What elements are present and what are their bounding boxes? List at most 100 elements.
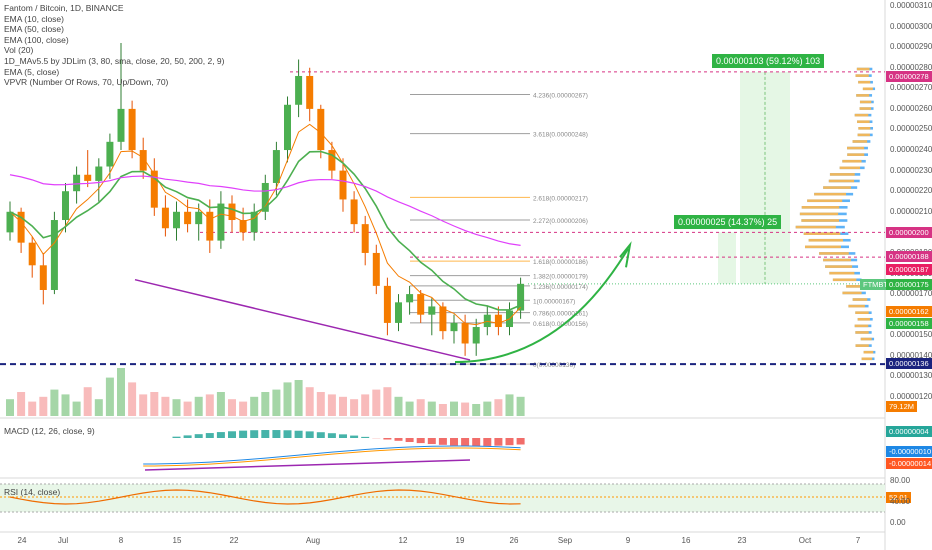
rsi-tick-label: 40.00 [890,497,910,506]
vpvr-down [847,147,864,150]
candle-body [328,150,335,171]
vpvr-down [842,160,861,163]
macd-bar [306,431,314,438]
candle-body [462,323,469,344]
macd-bar [284,430,292,438]
volume-bar [439,404,447,416]
candle-body [273,150,280,183]
candle-body [129,109,136,150]
volume-bar [239,402,247,416]
vpvr-down [829,272,854,275]
time-tick-label: 9 [626,536,630,545]
price-tick-label: 0.00000230 [890,166,932,175]
volume-bar [339,397,347,416]
volume-bar [417,399,425,416]
macd-value-label: -0.00000010 [886,446,932,457]
vpvr-down [862,357,873,360]
price-tick-label: 0.00000250 [890,124,932,133]
macd-bar [506,438,514,445]
volume-bar [150,392,158,416]
vpvr-down [801,219,839,222]
price-label: 0.00000175 [886,279,932,290]
candle-body [306,76,313,109]
volume-bar [173,399,181,416]
legend-ema5[interactable]: EMA (5, close) [4,67,224,78]
volume-bar [50,390,58,416]
legend-vpvr[interactable]: VPVR (Number Of Rows, 70, Up/Down, 70) [4,77,224,88]
legend-vol[interactable]: Vol (20) [4,45,224,56]
time-tick-label: 26 [510,536,519,545]
vpvr-down [855,114,869,117]
candle-body [40,265,47,290]
vpvr-down [842,292,861,295]
macd-bar [461,438,469,446]
macd-bar [494,438,502,446]
volume-bar [117,368,125,416]
vpvr-down [819,252,849,255]
volume-bar [361,394,369,416]
volume-bar [28,402,36,416]
candle-body [217,204,224,241]
legend-symbol[interactable]: Fantom / Bitcoin, 1D, BINANCE [4,3,224,14]
legend-mav[interactable]: 1D_MAv5.5 by JDLim (3, 80, sma, close, 2… [4,56,224,67]
volume-bar [6,399,14,416]
legend-ema10[interactable]: EMA (10, close) [4,14,224,25]
vpvr-down [805,246,841,249]
price-label: 0.00000162 [886,306,932,317]
volume-bar [306,387,314,416]
time-tick-label: Aug [306,536,320,545]
price-tick-label: 0.00000260 [890,104,932,113]
time-tick-label: Sep [558,536,572,545]
macd-bar [195,434,203,438]
rsi-label[interactable]: RSI (14, close) [4,487,60,497]
legend-ema100[interactable]: EMA (100, close) [4,35,224,46]
volume-bar [406,402,414,416]
time-tick-label: 19 [456,536,465,545]
candle-body [417,294,424,315]
vpvr-down [855,74,868,77]
candle-body [62,191,69,220]
candle-body [206,212,213,241]
vpvr-down [825,265,852,268]
fib-level-label: 3.618(0.00000248) [533,132,588,139]
candle-body [251,212,258,233]
fib-level-label: 1.618(0.00000186) [533,259,588,266]
candle-body [406,294,413,302]
vpvr-down [855,325,869,328]
candle-body [140,150,147,171]
vpvr-down [857,68,870,71]
macd-bar [184,435,192,438]
macd-bar [328,433,336,438]
volume-bar [95,399,103,416]
macd-bar [517,438,525,445]
price-tick-label: 0.00000170 [890,289,932,298]
candle-body [84,175,91,181]
macd-bar [417,438,425,443]
volume-bar [184,402,192,416]
price-tick-label: 0.00000300 [890,22,932,31]
vpvr-down [823,186,851,189]
vpvr-down [853,140,868,143]
price-tick-label: 0.00000150 [890,330,932,339]
candle-body [451,323,458,331]
candle-body [73,175,80,191]
macd-label[interactable]: MACD (12, 26, close, 9) [4,426,95,436]
time-tick-label: 23 [738,536,747,545]
vpvr-down [858,318,870,321]
candle-body [184,212,191,224]
vpvr-down [860,101,871,104]
vpvr-down [796,226,836,229]
volume-bar [106,378,114,416]
volume-bar [161,397,169,416]
price-tick-label: 0.00000130 [890,371,932,380]
price-label: 0.00000136 [886,358,932,369]
candle-body [340,171,347,200]
candle-body [351,199,358,224]
volume-bar [295,380,303,416]
vpvr-down [840,167,860,170]
macd-bar [406,438,414,442]
macd-bar [439,438,447,445]
candle-body [173,212,180,228]
legend-ema50[interactable]: EMA (50, close) [4,24,224,35]
